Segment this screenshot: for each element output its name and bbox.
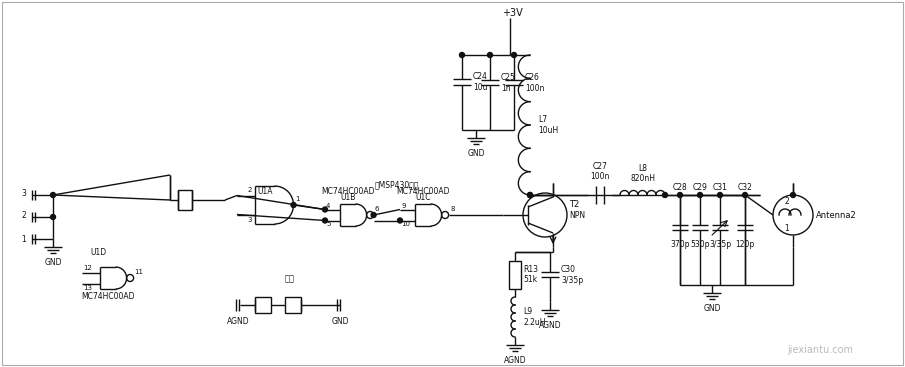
Circle shape xyxy=(488,52,492,58)
Text: T2: T2 xyxy=(569,200,579,209)
Circle shape xyxy=(678,193,682,197)
Circle shape xyxy=(51,214,55,219)
Circle shape xyxy=(460,52,464,58)
Text: C31: C31 xyxy=(712,183,728,192)
Bar xyxy=(255,297,271,313)
Circle shape xyxy=(51,193,55,197)
Text: L7
10uH: L7 10uH xyxy=(538,115,558,135)
Text: 2: 2 xyxy=(785,197,789,206)
Circle shape xyxy=(528,193,532,197)
Text: 1: 1 xyxy=(21,235,26,243)
Text: 1: 1 xyxy=(785,224,789,233)
Circle shape xyxy=(698,193,702,197)
Text: 370p: 370p xyxy=(671,240,690,249)
Text: AGND: AGND xyxy=(538,321,561,330)
Text: 13: 13 xyxy=(83,284,92,291)
Text: U1C: U1C xyxy=(415,193,431,202)
Text: C24
10u: C24 10u xyxy=(473,72,488,92)
Text: 4: 4 xyxy=(326,203,330,208)
Text: 接MSP430接口: 接MSP430接口 xyxy=(375,180,419,189)
Text: +3V: +3V xyxy=(501,8,522,18)
Text: C26
100n: C26 100n xyxy=(525,73,545,93)
Text: GND: GND xyxy=(467,149,485,158)
Text: 10: 10 xyxy=(401,222,410,228)
Bar xyxy=(285,297,301,313)
Circle shape xyxy=(662,193,668,197)
Circle shape xyxy=(371,212,376,218)
Text: MC74HC00AD: MC74HC00AD xyxy=(321,187,375,196)
Text: GND: GND xyxy=(703,304,720,313)
Bar xyxy=(178,190,192,210)
Text: U1B: U1B xyxy=(340,193,356,202)
Circle shape xyxy=(742,193,748,197)
Text: 12: 12 xyxy=(83,265,92,272)
Circle shape xyxy=(718,193,722,197)
Text: 3: 3 xyxy=(247,217,252,222)
Text: L8
820nH: L8 820nH xyxy=(630,164,655,183)
Text: 3: 3 xyxy=(21,189,26,197)
Text: MC74HC00AD: MC74HC00AD xyxy=(81,292,135,301)
Text: jiexiantu.com: jiexiantu.com xyxy=(787,345,853,355)
Text: C27
100n: C27 100n xyxy=(590,161,610,181)
Text: 120p: 120p xyxy=(736,240,755,249)
Text: GND: GND xyxy=(331,317,348,326)
Text: 3/35p: 3/35p xyxy=(709,240,731,249)
Circle shape xyxy=(322,218,328,223)
Circle shape xyxy=(790,193,795,197)
Text: 磁珠: 磁珠 xyxy=(285,274,295,283)
Text: R13
51k: R13 51k xyxy=(523,265,538,284)
Circle shape xyxy=(291,203,296,207)
Text: 530p: 530p xyxy=(691,240,710,249)
Text: MC74HC00AD: MC74HC00AD xyxy=(396,187,450,196)
Circle shape xyxy=(528,193,532,197)
Text: NPN: NPN xyxy=(569,211,586,220)
Text: 2: 2 xyxy=(248,188,252,193)
Text: 5: 5 xyxy=(326,222,330,228)
Text: U1A: U1A xyxy=(257,186,272,196)
Text: Antenna2: Antenna2 xyxy=(816,211,857,219)
Text: C25
1n: C25 1n xyxy=(501,73,516,93)
Text: C29: C29 xyxy=(692,183,708,192)
Circle shape xyxy=(511,52,517,58)
Text: GND: GND xyxy=(44,258,62,267)
Text: 11: 11 xyxy=(135,269,144,275)
Text: 6: 6 xyxy=(375,206,379,212)
Bar xyxy=(509,261,521,288)
Text: 8: 8 xyxy=(451,206,455,212)
Circle shape xyxy=(322,207,328,212)
Text: C32: C32 xyxy=(738,183,752,192)
Text: C30
3/35p: C30 3/35p xyxy=(561,265,583,285)
Text: L9
2.2uH: L9 2.2uH xyxy=(523,307,546,327)
Text: AGND: AGND xyxy=(226,317,249,326)
Text: 2: 2 xyxy=(21,211,26,219)
Text: U1D: U1D xyxy=(90,248,106,257)
Text: C28: C28 xyxy=(672,183,688,192)
Text: 9: 9 xyxy=(401,203,405,208)
Text: 1: 1 xyxy=(296,196,300,202)
Text: AGND: AGND xyxy=(504,356,527,365)
Circle shape xyxy=(397,218,403,223)
